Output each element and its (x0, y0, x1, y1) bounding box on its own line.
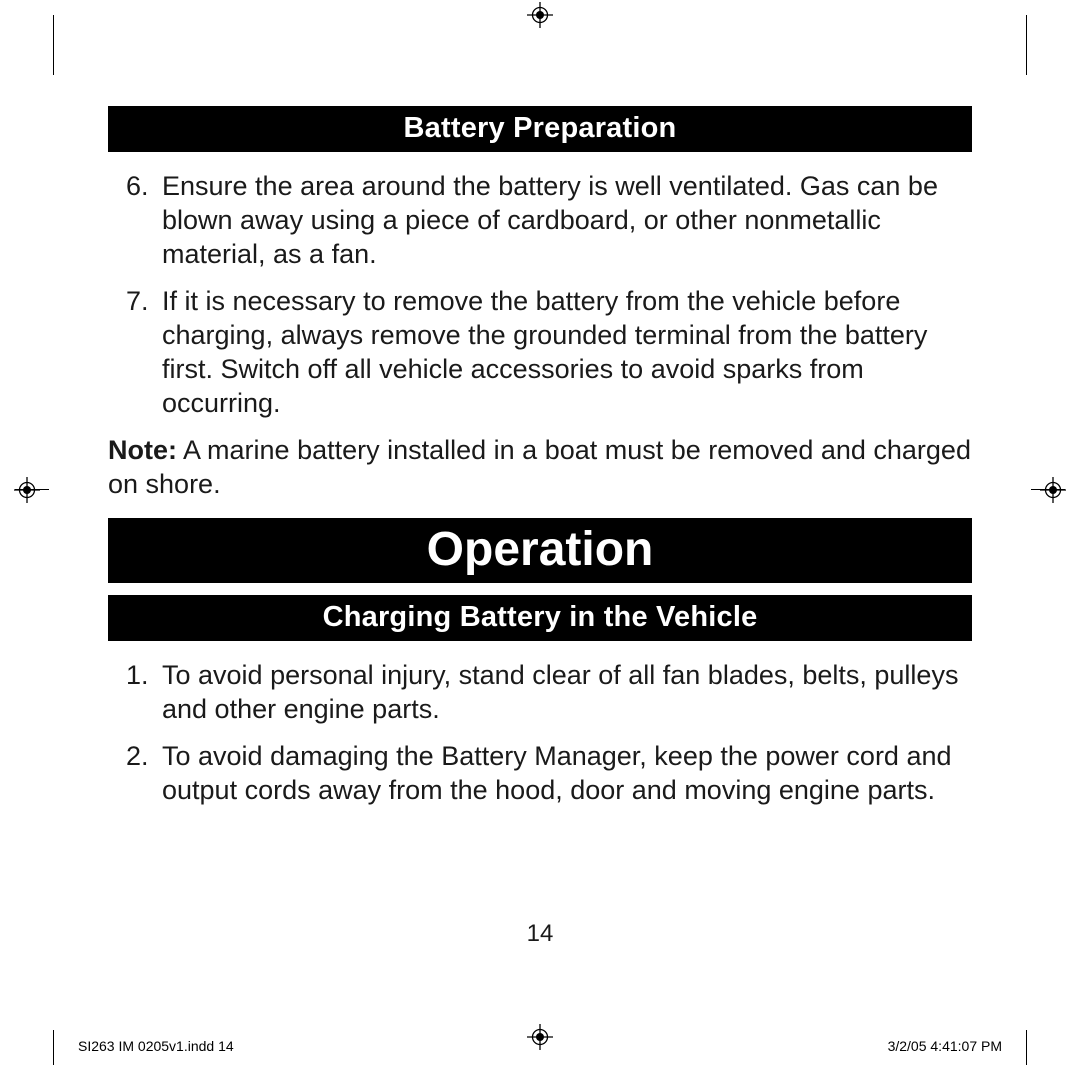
registration-mark-icon (1040, 477, 1066, 503)
footer-right: 3/2/05 4:41:07 PM (888, 1038, 1002, 1054)
note-label: Note: (108, 435, 177, 465)
list-item: If it is necessary to remove the battery… (156, 285, 972, 420)
registration-mark-icon (527, 2, 553, 28)
list-item: Ensure the area around the battery is we… (156, 170, 972, 271)
note-paragraph: Note: A marine battery installed in a bo… (108, 434, 972, 502)
footer-left: SI263 IM 0205v1.indd 14 (78, 1038, 234, 1054)
crop-mark (1026, 15, 1027, 75)
battery-prep-list: Ensure the area around the battery is we… (108, 170, 972, 420)
crop-mark (53, 1030, 54, 1065)
note-text: A marine battery installed in a boat mus… (108, 435, 971, 499)
list-item: To avoid damaging the Battery Manager, k… (156, 740, 972, 808)
print-footer: SI263 IM 0205v1.indd 14 3/2/05 4:41:07 P… (78, 1038, 1002, 1054)
section-heading-operation: Operation (108, 518, 972, 583)
crop-mark (53, 15, 54, 75)
crop-mark (1026, 1030, 1027, 1065)
registration-mark-icon (14, 477, 40, 503)
list-item: To avoid personal injury, stand clear of… (156, 659, 972, 727)
content-area: Battery Preparation Ensure the area arou… (108, 106, 972, 822)
charging-list: To avoid personal injury, stand clear of… (108, 659, 972, 808)
section-heading-charging: Charging Battery in the Vehicle (108, 595, 972, 641)
section-heading-battery-preparation: Battery Preparation (108, 106, 972, 152)
page-number: 14 (0, 920, 1080, 948)
manual-page: Battery Preparation Ensure the area arou… (0, 0, 1080, 1080)
